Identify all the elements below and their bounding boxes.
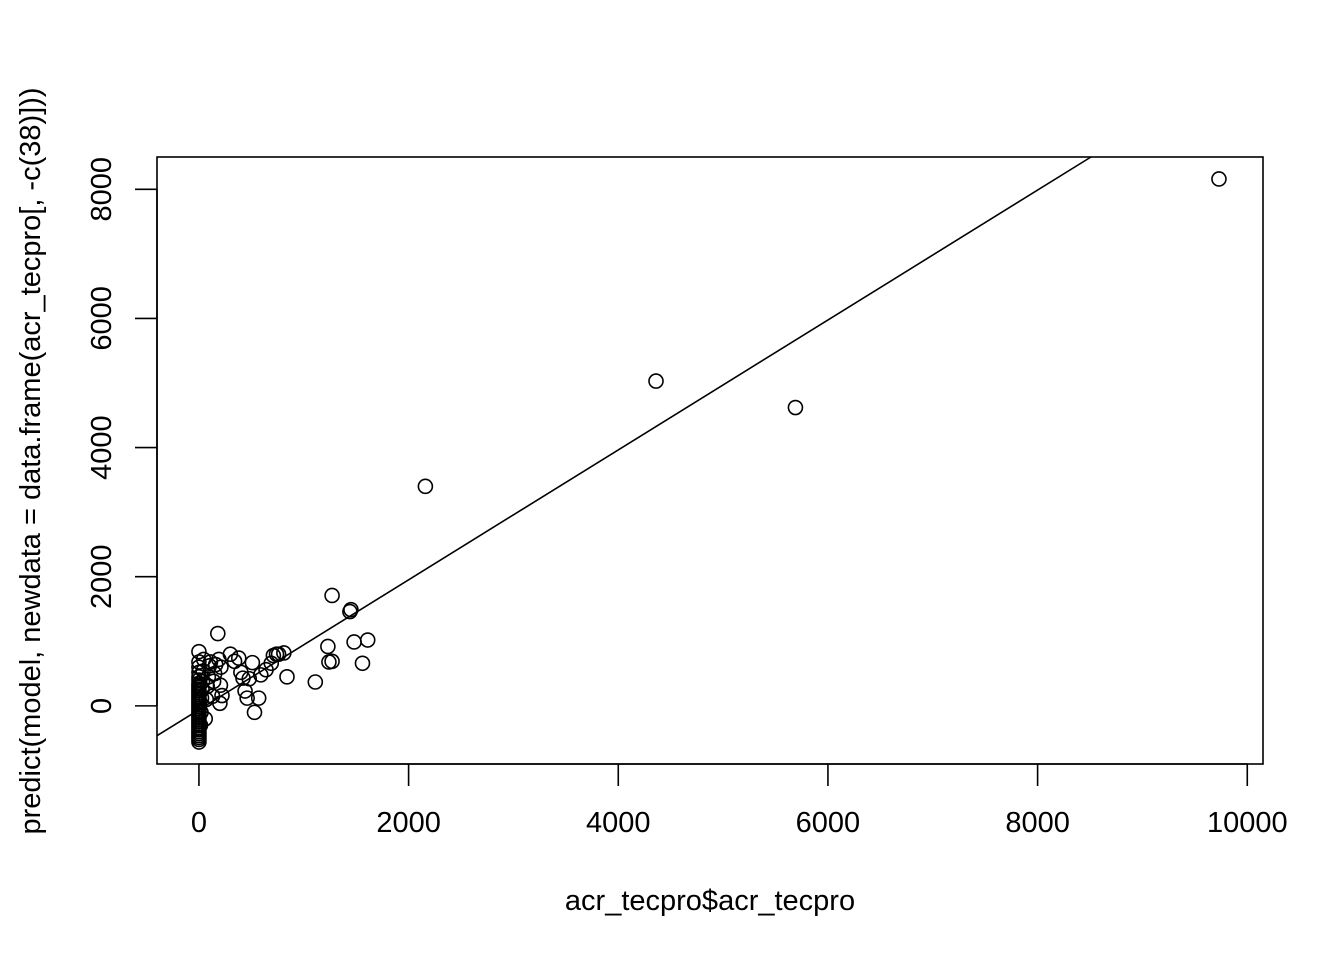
reference-line-layer: [156, 156, 1092, 737]
data-point: [252, 667, 269, 683]
data-point: [214, 687, 230, 704]
plot-area-frame: [156, 156, 1264, 765]
data-point: [417, 478, 434, 495]
data-point: [246, 704, 263, 721]
data-point: [648, 373, 664, 389]
y-tick-label: 8000: [86, 157, 118, 222]
y-tick-label: 0: [86, 698, 118, 714]
data-point: [213, 659, 229, 675]
x-tick-label: 8000: [1005, 807, 1070, 839]
data-point: [324, 587, 340, 604]
x-tick-label: 0: [191, 807, 207, 839]
data-point: [787, 399, 804, 416]
reference-line: [156, 156, 1092, 737]
x-tick-label: 6000: [796, 807, 861, 839]
data-point: [276, 645, 292, 661]
data-point: [343, 601, 359, 618]
data-point: [230, 650, 247, 666]
data-point: [210, 625, 226, 642]
x-axis: 0 2000 4000 6000 8000 10000: [191, 763, 1288, 839]
data-point: [212, 677, 229, 694]
data-point: [239, 690, 255, 706]
x-tick-label: 2000: [376, 807, 441, 839]
data-point: [241, 670, 258, 687]
data-point: [307, 674, 324, 690]
data-point: [346, 634, 362, 650]
data-points: [191, 171, 1227, 750]
y-axis-label: predict(model, newdata = data.frame(acr_…: [15, 87, 47, 834]
y-tick-label: 2000: [86, 544, 118, 609]
y-tick-label: 6000: [86, 286, 118, 351]
data-point: [354, 655, 371, 672]
data-point: [197, 710, 214, 727]
x-tick-label: 10000: [1207, 807, 1288, 839]
y-tick-label: 4000: [86, 415, 118, 480]
x-axis-label: acr_tecpro$acr_tecpro: [565, 885, 855, 917]
data-point: [250, 690, 267, 706]
data-point: [320, 638, 336, 655]
x-tick-label: 4000: [586, 807, 651, 839]
data-point: [324, 653, 340, 670]
data-point: [1211, 171, 1227, 187]
data-point: [191, 643, 207, 660]
data-point: [279, 669, 295, 685]
data-point: [244, 654, 261, 671]
y-axis: 0 2000 4000 6000 8000: [86, 157, 158, 714]
data-point: [212, 695, 228, 712]
data-point: [359, 632, 376, 648]
